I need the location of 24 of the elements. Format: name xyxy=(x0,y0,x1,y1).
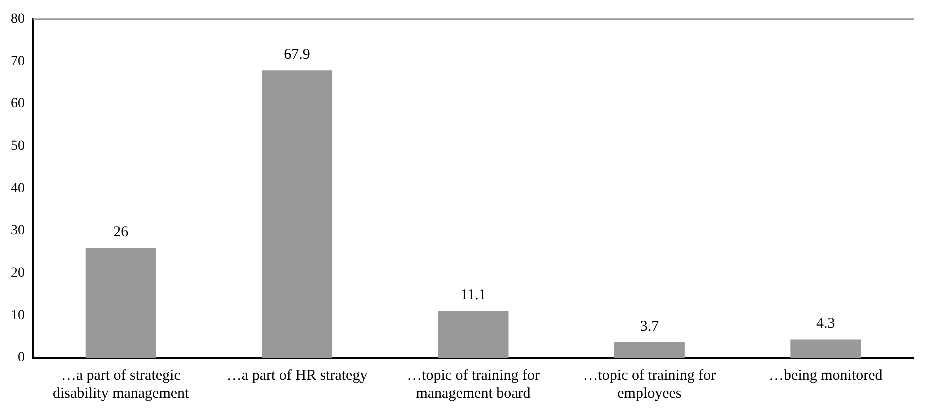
x-tick-label: …topic of training for employees xyxy=(583,368,716,402)
y-tick-label: 60 xyxy=(11,96,25,112)
data-label: 3.7 xyxy=(640,318,660,335)
data-label: 26 xyxy=(114,224,130,240)
y-tick-label: 80 xyxy=(11,12,25,28)
y-tick-label: 20 xyxy=(11,266,25,282)
bar xyxy=(614,342,685,358)
x-tick-label: …topic of training for management board xyxy=(407,368,540,402)
bar xyxy=(262,70,333,358)
data-label: 11.1 xyxy=(460,287,486,304)
x-tick-label: …being monitored xyxy=(769,368,884,384)
y-tick-label: 0 xyxy=(18,350,25,366)
bar xyxy=(790,340,862,358)
data-label: 4.3 xyxy=(816,316,836,332)
y-tick-label: 50 xyxy=(11,139,25,154)
bar xyxy=(86,248,156,358)
y-tick-label: 10 xyxy=(11,308,25,324)
x-tick-label: …a part of HR strategy xyxy=(226,368,368,384)
y-tick-label: 30 xyxy=(11,224,25,239)
x-tick-label: …a part of strategic disability management xyxy=(52,368,190,402)
bar xyxy=(438,311,509,358)
y-tick-label: 40 xyxy=(11,181,25,196)
data-label: 67.9 xyxy=(284,47,310,64)
y-tick-label: 70 xyxy=(11,54,25,70)
